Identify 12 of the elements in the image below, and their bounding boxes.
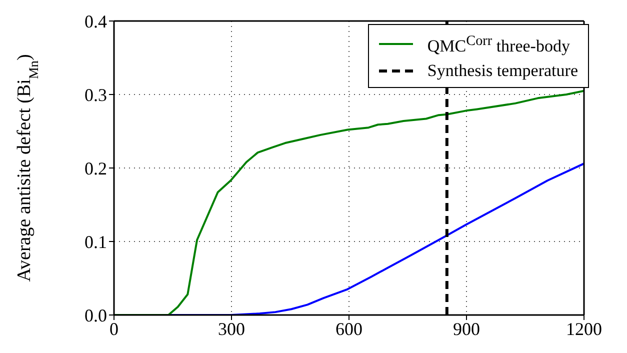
y-tick-label: 0.2	[84, 158, 107, 178]
x-tick-label: 300	[218, 318, 245, 339]
x-tick-label: 0	[110, 318, 118, 339]
x-tick-label: 600	[336, 318, 362, 339]
y-tick-label: 0.1	[84, 232, 107, 252]
legend-label: QMC$^{Corr}$ three-body	[427, 32, 570, 58]
y-tick-label: 0.0	[84, 305, 107, 326]
y-tick-label: 0.3	[84, 84, 107, 105]
y-tick-label: 0.4	[84, 11, 107, 32]
ref-line-label: Synthesis temperature	[427, 60, 578, 82]
x-tick-label: 900	[453, 318, 480, 339]
x-tick-label: 1200	[566, 318, 602, 339]
